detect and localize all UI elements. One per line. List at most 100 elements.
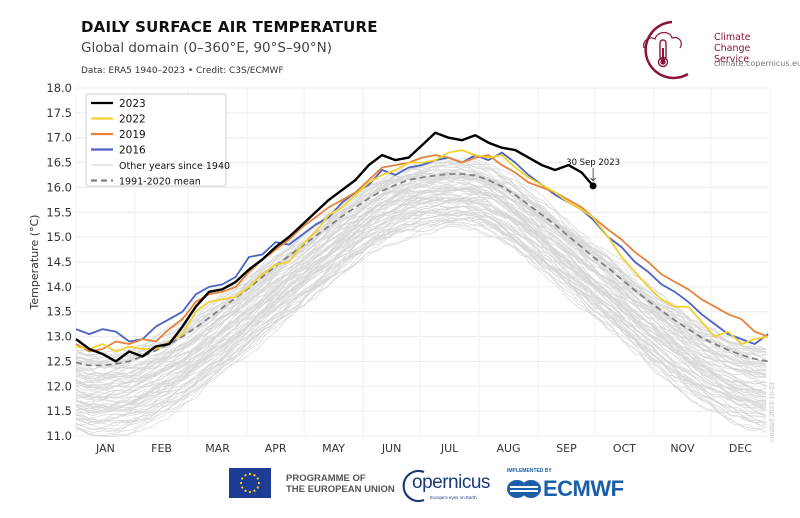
y-tick-label: 13.5 [46, 305, 72, 319]
ecmwf-word: ECMWF [543, 476, 624, 501]
legend-label: 2016 [119, 145, 146, 157]
other-year-trace [75, 171, 767, 372]
legend-label: Other years since 1940 [119, 161, 230, 172]
highlighted-series [75, 131, 769, 367]
eu-star [244, 489, 247, 492]
x-tick-label: JUL [440, 442, 459, 455]
y-tick-label: 14.5 [46, 255, 72, 269]
legend-label: 2019 [119, 129, 146, 141]
eu-star [248, 472, 252, 476]
y-tick-label: 18.0 [46, 81, 72, 95]
eu-star [256, 477, 259, 480]
eu-star [257, 481, 261, 485]
series-line-2023 [75, 131, 595, 363]
series-line-2016 [75, 151, 769, 345]
other-year-trace [75, 179, 767, 382]
other-year-trace [75, 193, 767, 403]
x-tick-label: APR [265, 442, 287, 455]
other-year-trace [75, 220, 767, 426]
logo-service-name: Climate Change Service [714, 32, 780, 65]
series-line-2019 [75, 154, 769, 353]
latest-date-annotation: 30 Sep 2023 [566, 158, 620, 190]
x-tick-label: JAN [95, 442, 115, 455]
eu-star [256, 486, 259, 489]
other-year-trace [75, 198, 767, 411]
y-tick-label: 14.0 [46, 280, 72, 294]
other-year-trace [75, 205, 767, 414]
other-year-trace [75, 189, 767, 392]
series-line-2022 [75, 149, 769, 353]
eu-text-line1: PROGRAMME OF [286, 473, 366, 484]
y-tick-label: 15.0 [46, 230, 72, 244]
y-tick-label: 16.5 [46, 156, 72, 170]
annotation-point [589, 182, 597, 190]
y-tick-label: 13.0 [46, 330, 72, 344]
legend-label: 1991-2020 mean [119, 177, 201, 188]
annotation-label: 30 Sep 2023 [566, 158, 620, 168]
legend-frame [85, 93, 227, 187]
x-tick-label: MAR [205, 442, 230, 455]
other-year-trace [75, 217, 767, 431]
thermometer-cloud-icon [643, 20, 689, 80]
other-year-trace [75, 176, 767, 378]
logo-url[interactable]: climate.copernicus.eu [714, 59, 800, 68]
eu-programme-text: PROGRAMME OF THE EUROPEAN UNION [286, 473, 395, 495]
copernicus-tagline: Europe's eyes on Earth [430, 495, 477, 500]
other-year-trace [75, 213, 767, 425]
copernicus-word: opernicus [412, 472, 490, 493]
eu-stars-icon [239, 472, 261, 494]
eu-star [248, 490, 252, 494]
y-axis: 11.0 11.5 12.0 12.5 13.0 13.5 14.0 14.5 15.0 15.5… [46, 81, 72, 443]
x-tick-label: FEB [151, 442, 172, 455]
chart-title: DAILY SURFACE AIR TEMPERATURE [81, 18, 378, 36]
x-tick-label: OCT [613, 442, 636, 455]
y-tick-label: 15.5 [46, 205, 72, 219]
y-tick-label: 17.5 [46, 106, 72, 120]
logo-name-line2: Change Service [714, 43, 751, 65]
other-year-trace [75, 186, 767, 387]
footer: PROGRAMME OF THE EUROPEAN UNION opernicu… [0, 462, 800, 518]
data-credit: Data: ERA5 1940–2023 • Credit: C3S/ECMWF [81, 66, 284, 76]
y-tick-label: 12.0 [46, 379, 72, 393]
x-tick-label: SEP [556, 442, 577, 455]
copernicus-c-icon [402, 469, 425, 503]
x-axis: JAN FEB MAR APR MAY JUN JUL AUG SEP OCT NOV DEC [95, 442, 752, 455]
x-tick-label: DEC [729, 442, 752, 455]
x-tick-label: AUG [496, 442, 520, 455]
y-tick-label: 11.5 [46, 404, 72, 418]
y-tick-label: 16.0 [46, 180, 72, 194]
chart-subtitle: Global domain (0–360°E, 90°S–90°N) [81, 40, 332, 56]
eu-star [244, 474, 247, 477]
other-year-trace [75, 217, 767, 437]
y-axis-label: Temperature (°C) [28, 215, 41, 311]
other-year-trace [75, 213, 767, 423]
climate-change-service-logo[interactable]: Climate Change Service climate.copernicu… [630, 18, 800, 80]
x-tick-label: NOV [670, 442, 695, 455]
other-years-traces [75, 157, 767, 438]
ecmwf-symbol-icon [507, 480, 541, 498]
copernicus-logo[interactable]: opernicus Europe's eyes on Earth [400, 466, 500, 506]
other-year-trace [75, 171, 767, 367]
x-tick-label: JUN [381, 442, 402, 455]
created-watermark: created 2023-10-03 [769, 382, 776, 442]
legend: 2023 2022 2019 2016 Other years since 1940 19… [85, 93, 230, 188]
other-year-trace [75, 186, 767, 398]
eu-star [241, 486, 244, 489]
other-year-trace [75, 209, 767, 411]
other-year-trace [75, 157, 767, 356]
legend-label: 2022 [119, 114, 146, 126]
other-year-trace [75, 174, 767, 377]
other-year-trace [75, 168, 767, 364]
eu-star [253, 489, 256, 492]
y-tick-label: 17.0 [46, 131, 72, 145]
other-year-trace [75, 178, 767, 385]
eu-star [239, 481, 243, 485]
legend-label: 2023 [119, 98, 146, 110]
other-year-trace [75, 186, 767, 393]
ecmwf-logo[interactable]: IMPLEMENTED BY ECMWF [505, 468, 645, 508]
other-year-trace [75, 213, 767, 419]
other-year-trace [75, 161, 767, 358]
logo-name-line1: Climate [714, 32, 751, 43]
y-tick-label: 12.5 [46, 354, 72, 368]
y-tick-label: 11.0 [46, 429, 72, 443]
